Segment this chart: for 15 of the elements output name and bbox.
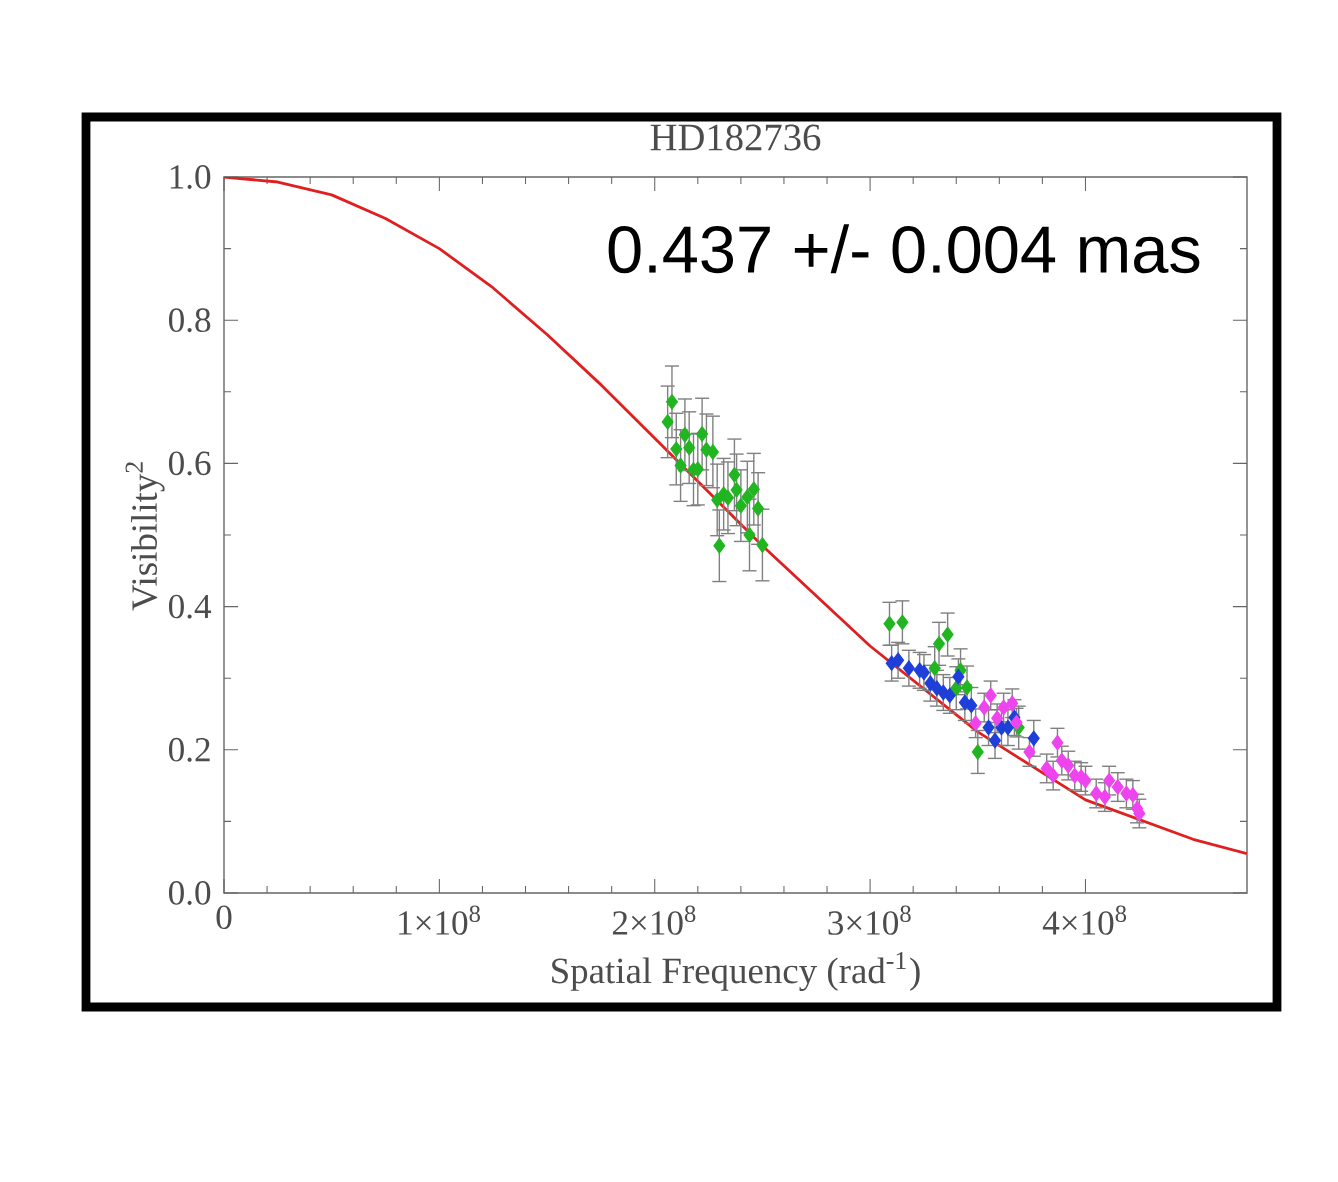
y-tick-label: 0.2 [168, 737, 210, 762]
y-tick-label: 0.6 [168, 451, 211, 476]
y-tick-label: 0.0 [168, 881, 211, 905]
x-tick-label: 1×10$^{8}$ [399, 905, 480, 935]
annotation: 0.437 +/- 0.004 mas [608, 224, 1200, 274]
x-tick-label: 3×10$^{8}$ [828, 905, 911, 935]
x-tick-label: 4×10$^{8}$ [1042, 905, 1127, 935]
y-tick-label: 1.0 [170, 165, 211, 189]
y-axis-title: Visibility$^{2}$ [125, 462, 165, 611]
y-tick-label: 0.8 [168, 308, 211, 333]
chart-title: HD182736 [650, 124, 821, 151]
x-tick-label: 2×10$^{8}$ [612, 905, 696, 935]
x-tick-label: 0 [216, 905, 232, 930]
x-axis-title: Spatial Frequency (rad$^{-1}$) [552, 951, 920, 991]
y-tick-label: 0.4 [168, 594, 212, 619]
